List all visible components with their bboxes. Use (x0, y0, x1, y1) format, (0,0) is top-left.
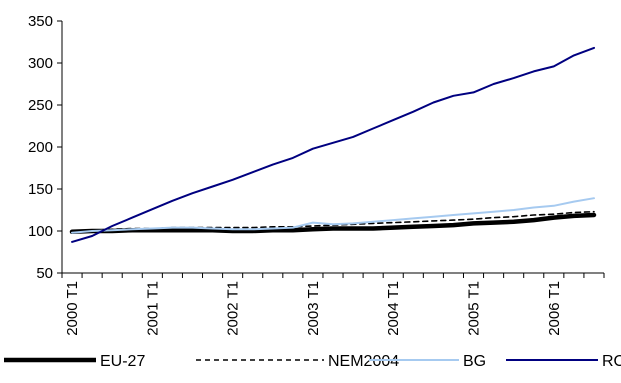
y-tick-label: 300 (28, 55, 53, 72)
x-tick-label: 2003 T1 (305, 281, 322, 336)
series-line-ro (71, 46, 595, 243)
y-tick-label: 100 (28, 223, 53, 240)
y-tick-label: 250 (28, 97, 53, 114)
series-line-bg (71, 197, 595, 234)
legend-label: RO (602, 353, 621, 370)
x-tick-label: 2005 T1 (466, 281, 483, 336)
legend-label: NEM2004 (328, 353, 399, 370)
series-line-eu-27 (69, 212, 597, 235)
x-tick-label: 2006 T1 (546, 281, 563, 336)
y-axis: 50 100 150 200 250 300 350 (28, 13, 63, 282)
y-tick-label: 350 (28, 13, 53, 30)
x-tick-label: 2002 T1 (225, 281, 242, 336)
y-tick-label: 200 (28, 139, 53, 156)
legend-label: BG (463, 353, 486, 370)
x-tick-label: 2001 T1 (144, 281, 161, 336)
x-axis: 2000 T1 2001 T1 2002 T1 2003 T1 2004 T1 2005 … (61, 272, 605, 336)
series-layer (69, 46, 597, 243)
x-tick-label: 2000 T1 (64, 281, 81, 336)
x-tick-label: 2004 T1 (385, 281, 402, 336)
y-tick-label: 50 (36, 265, 53, 282)
legend-label: EU-27 (100, 353, 145, 370)
legend: EU-27 NEM2004 BG RO (4, 353, 621, 370)
y-tick-label: 150 (28, 181, 53, 198)
